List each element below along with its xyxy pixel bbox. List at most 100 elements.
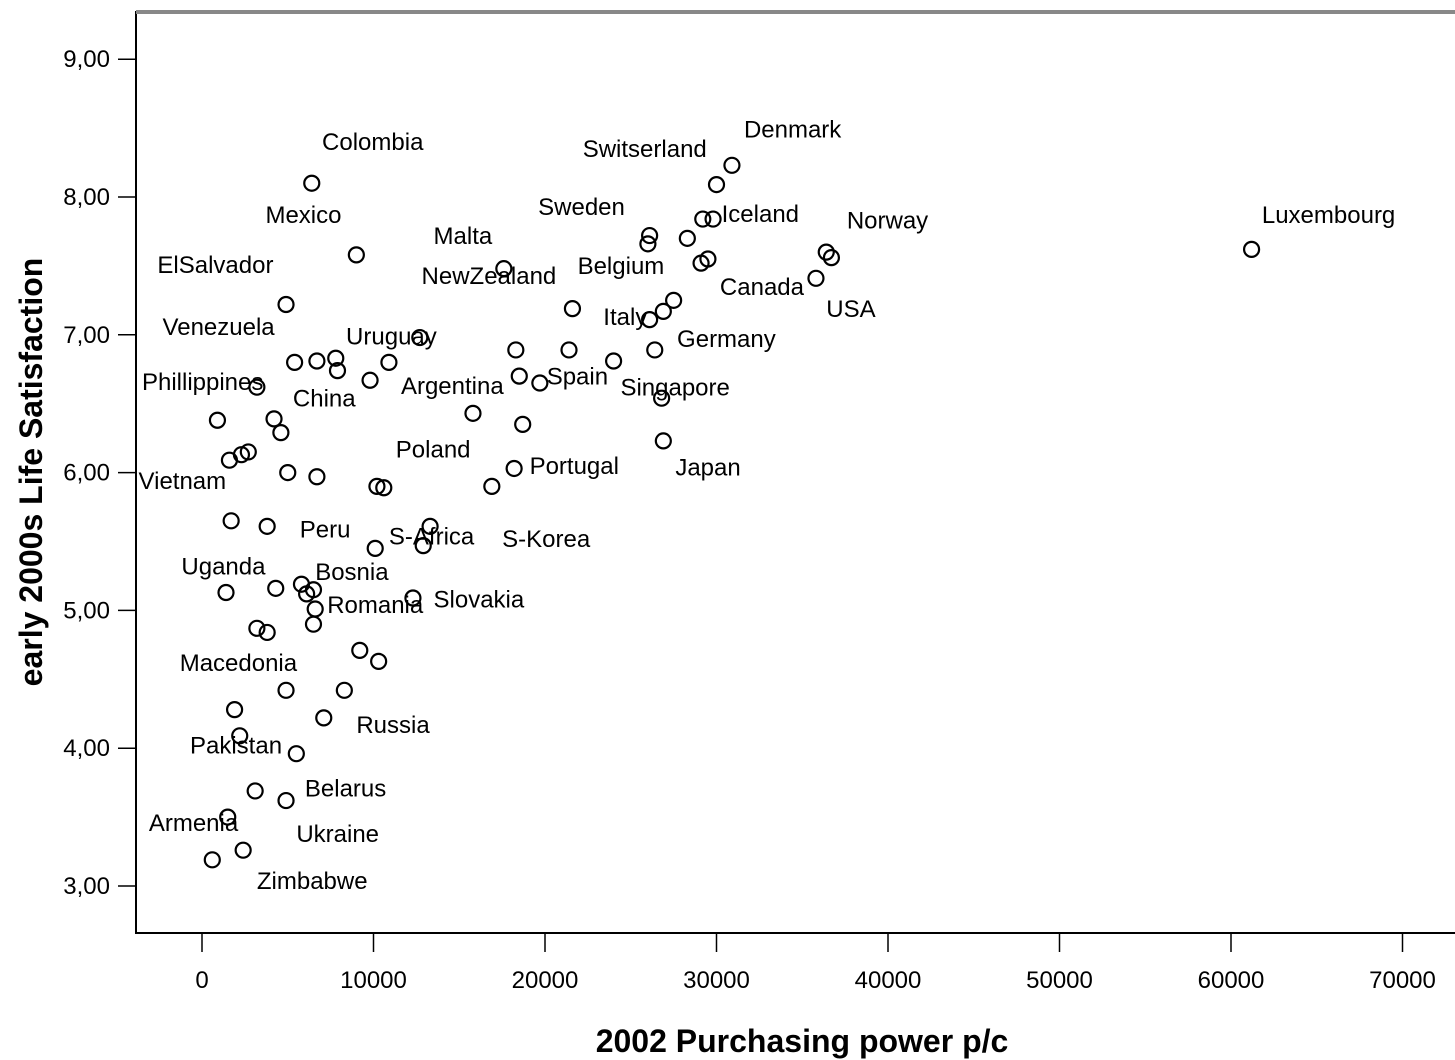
- y-tick-label: 5,00: [63, 597, 110, 624]
- data-point: [699, 250, 717, 268]
- data-point: [694, 210, 712, 228]
- data-point: [707, 175, 726, 194]
- point-label: S-Africa: [389, 523, 475, 550]
- point-label: Bosnia: [315, 559, 389, 586]
- data-points: [203, 156, 1261, 869]
- data-point: [560, 341, 578, 359]
- point-label: Pakistan: [190, 733, 282, 760]
- y-tick-label: 4,00: [63, 735, 110, 762]
- point-label: Colombia: [322, 129, 424, 156]
- point-label: Mexico: [265, 202, 341, 229]
- y-axis: 3,00 4,00 5,00 6,00 7,00 8,00 9,00: [63, 46, 136, 900]
- data-point: [239, 443, 257, 461]
- data-point: [272, 424, 290, 442]
- point-label: Belarus: [305, 775, 386, 802]
- data-point: [817, 243, 835, 261]
- data-point: [495, 260, 513, 278]
- data-point: [277, 295, 295, 314]
- data-point: [219, 808, 237, 826]
- data-point: [646, 341, 664, 359]
- data-point: [366, 539, 384, 557]
- data-point: [308, 352, 326, 370]
- data-point: [225, 701, 244, 719]
- data-point: [217, 583, 235, 602]
- data-point: [807, 269, 825, 287]
- data-point: [267, 579, 285, 597]
- y-tick-label: 3,00: [63, 873, 110, 900]
- data-point: [286, 353, 304, 371]
- point-label: Norway: [847, 208, 928, 235]
- data-point: [604, 352, 623, 370]
- data-point: [641, 226, 659, 245]
- data-point: [328, 362, 347, 380]
- data-point: [654, 302, 672, 320]
- data-point: [287, 745, 305, 763]
- data-point: [510, 367, 528, 385]
- y-tick-label: 7,00: [63, 322, 110, 349]
- point-label: Luxembourg: [1262, 202, 1395, 229]
- data-point: [414, 537, 432, 555]
- data-point: [327, 349, 345, 367]
- x-tick-label: 60000: [1198, 967, 1265, 994]
- data-point: [351, 641, 369, 659]
- point-label: Phillippines: [142, 369, 263, 396]
- data-point: [380, 353, 398, 371]
- point-label: Uruguay: [346, 323, 437, 350]
- data-point: [246, 782, 264, 800]
- data-point: [483, 477, 501, 495]
- data-point: [464, 404, 482, 422]
- data-point: [304, 581, 323, 599]
- data-point: [723, 156, 741, 174]
- point-label: Malta: [434, 223, 493, 250]
- data-point: [375, 479, 393, 497]
- data-point: [639, 235, 657, 253]
- data-point: [514, 415, 532, 433]
- y-tick-label: 9,00: [63, 46, 110, 73]
- x-axis: 0 10000 20000 30000 40000 50000 60000 70000: [195, 933, 1436, 994]
- point-label: USA: [826, 296, 875, 323]
- y-tick-label: 8,00: [63, 184, 110, 211]
- data-point: [404, 589, 422, 607]
- point-label: Armenia: [149, 810, 239, 837]
- point-label: Zimbabwe: [257, 868, 368, 895]
- point-label: Japan: [675, 454, 740, 481]
- data-point: [315, 709, 333, 727]
- y-axis-title: early 2000s Life Satisfaction: [13, 258, 49, 687]
- point-label: Canada: [720, 274, 805, 301]
- data-point: [231, 727, 249, 745]
- data-point: [411, 328, 429, 347]
- x-tick-label: 10000: [340, 967, 407, 994]
- data-point: [248, 619, 266, 637]
- point-label: Ukraine: [296, 821, 379, 848]
- data-point: [265, 410, 283, 428]
- point-label: Germany: [677, 326, 776, 353]
- data-point: [505, 459, 523, 478]
- x-tick-label: 40000: [855, 967, 922, 994]
- data-point: [203, 851, 221, 869]
- x-tick-label: 30000: [683, 967, 750, 994]
- data-point: [563, 300, 582, 318]
- point-label: Belgium: [578, 253, 665, 280]
- data-point: [234, 841, 252, 859]
- data-point: [822, 249, 841, 267]
- data-point: [641, 311, 659, 329]
- data-point: [335, 681, 353, 699]
- data-point: [654, 432, 672, 450]
- data-point: [421, 517, 439, 535]
- point-label: Spain: [547, 363, 608, 390]
- point-label: Portugal: [530, 453, 619, 480]
- point-label: China: [293, 385, 356, 412]
- point-label: ElSalvador: [157, 252, 273, 279]
- data-point: [222, 512, 240, 530]
- data-point: [303, 174, 321, 192]
- data-point: [279, 464, 297, 482]
- point-label: Argentina: [401, 373, 504, 400]
- data-point: [258, 517, 276, 535]
- data-point: [361, 371, 379, 389]
- point-label: Switserland: [583, 136, 707, 163]
- point-label: Romania: [327, 592, 424, 619]
- x-axis-title: 2002 Purchasing power p/c: [596, 1023, 1009, 1059]
- data-point: [248, 378, 266, 396]
- point-label: S-Korea: [502, 526, 591, 553]
